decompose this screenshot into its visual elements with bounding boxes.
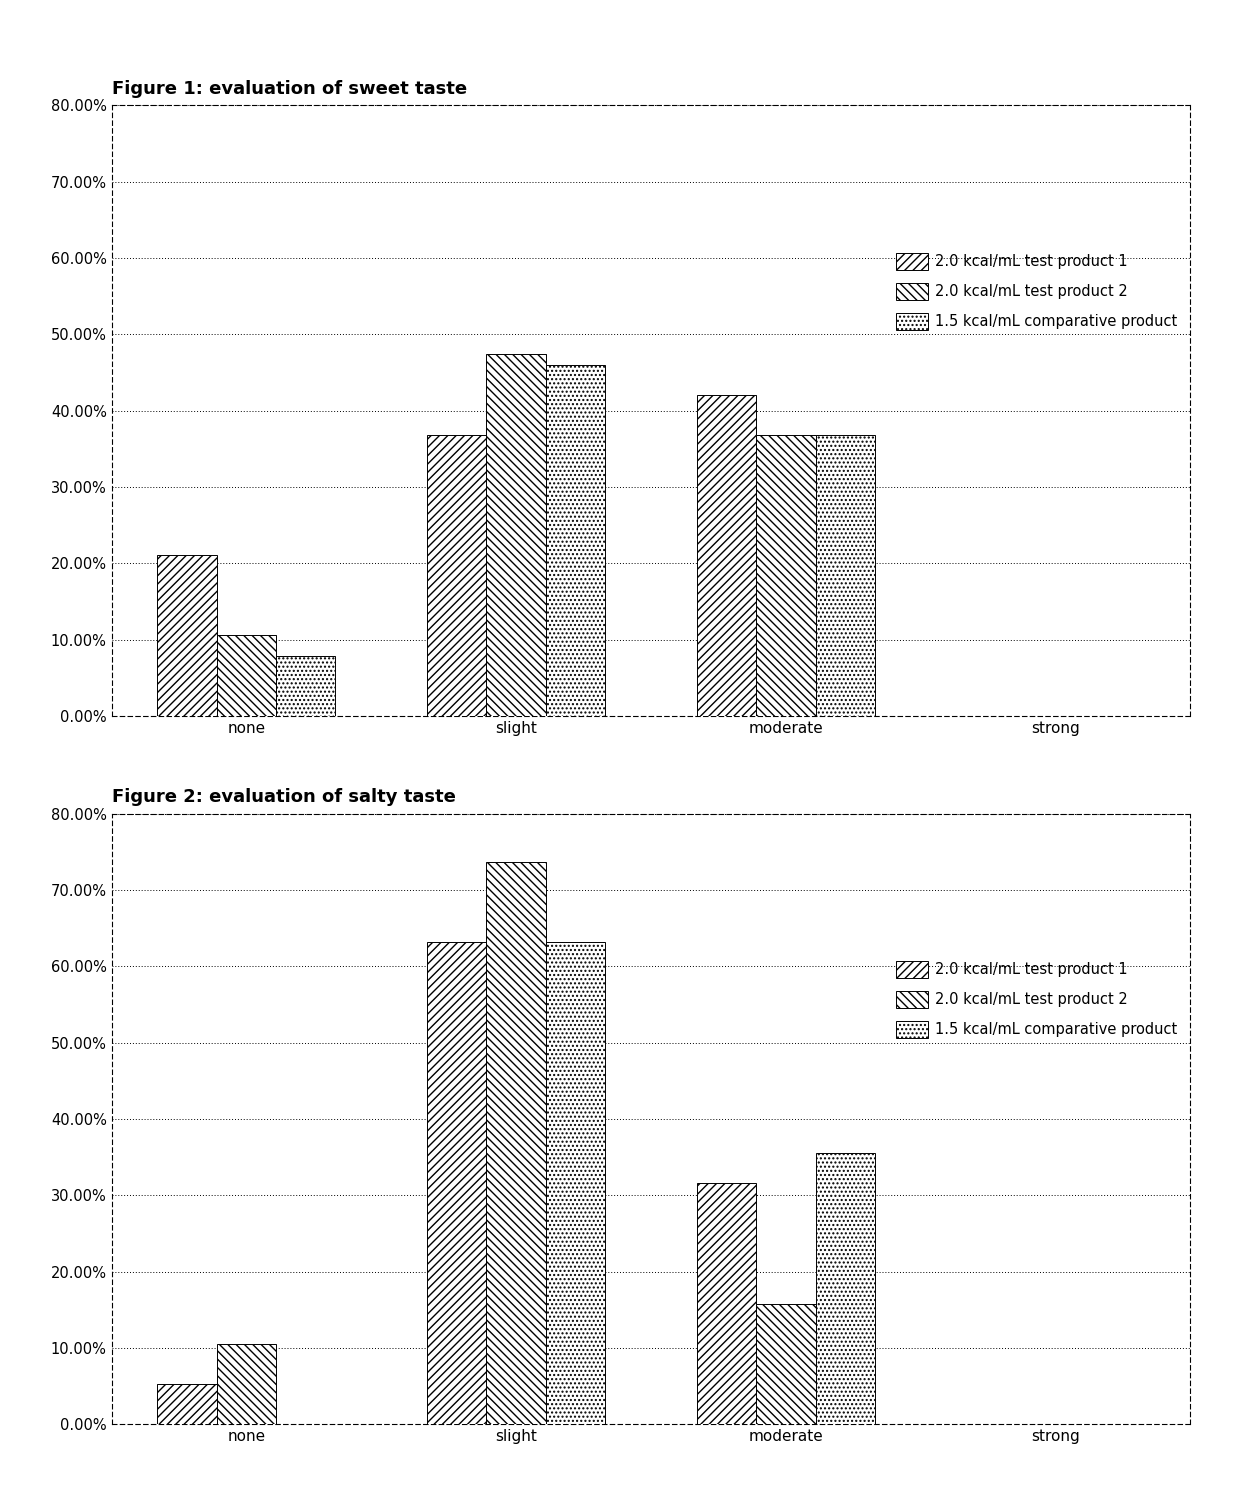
Text: Figure 2: evaluation of salty taste: Figure 2: evaluation of salty taste bbox=[112, 788, 455, 806]
Bar bbox=[546, 942, 605, 1424]
Bar bbox=[697, 395, 756, 716]
Legend: 2.0 kcal/mL test product 1, 2.0 kcal/mL test product 2, 1.5 kcal/mL comparative : 2.0 kcal/mL test product 1, 2.0 kcal/mL … bbox=[890, 247, 1183, 336]
Bar bbox=[816, 434, 875, 716]
Bar bbox=[427, 942, 486, 1424]
Bar bbox=[756, 434, 816, 716]
Legend: 2.0 kcal/mL test product 1, 2.0 kcal/mL test product 2, 1.5 kcal/mL comparative : 2.0 kcal/mL test product 1, 2.0 kcal/mL … bbox=[890, 955, 1183, 1044]
Bar bbox=[756, 1304, 816, 1424]
Bar bbox=[217, 636, 277, 716]
Bar bbox=[486, 862, 546, 1424]
Bar bbox=[277, 656, 336, 716]
Text: Figure 1: evaluation of sweet taste: Figure 1: evaluation of sweet taste bbox=[112, 80, 466, 98]
Bar bbox=[546, 365, 605, 716]
Bar bbox=[217, 1344, 277, 1424]
Bar bbox=[427, 434, 486, 716]
Bar bbox=[816, 1153, 875, 1424]
Bar bbox=[157, 555, 217, 716]
Bar bbox=[157, 1383, 217, 1424]
Bar bbox=[697, 1183, 756, 1424]
Bar bbox=[486, 354, 546, 716]
